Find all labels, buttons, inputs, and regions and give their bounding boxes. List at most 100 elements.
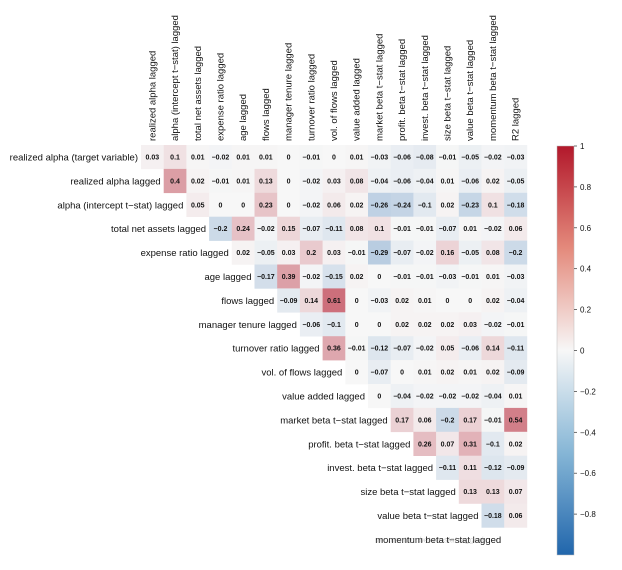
cell-value-label: 0 — [400, 370, 404, 377]
heatmap-cell — [481, 479, 505, 504]
heatmap-cell — [458, 336, 482, 361]
cell-value-label: −0.04 — [393, 393, 411, 400]
cell-value-label: 0.1 — [170, 154, 180, 161]
heatmap-cell — [504, 336, 528, 361]
heatmap-cell — [413, 240, 437, 265]
cell-value-label: 0.03 — [327, 250, 341, 257]
cell-value-label: −0.06 — [461, 178, 479, 185]
cell-value-label: −0.06 — [393, 154, 411, 161]
heatmap-cell — [345, 336, 369, 361]
heatmap-cell — [413, 384, 437, 409]
heatmap-cell — [299, 216, 323, 241]
heatmap-cell — [390, 384, 414, 409]
cell-value-label: 0 — [377, 322, 381, 329]
heatmap-cell — [458, 384, 482, 409]
cell-value-label: 0.06 — [327, 202, 341, 209]
heatmap-cell — [504, 455, 528, 480]
heatmap-cell — [390, 312, 414, 337]
colorbar-tick-label: 0.2 — [580, 306, 592, 315]
cell-value-label: −0.03 — [370, 154, 388, 161]
cell-value-label: −0.04 — [416, 178, 434, 185]
heatmap-cell — [322, 145, 346, 170]
heatmap-cell — [481, 455, 505, 480]
cell-value-label: −0.23 — [461, 202, 479, 209]
cell-value-label: −0.07 — [302, 226, 320, 233]
cell-value-label: −0.01 — [393, 226, 411, 233]
row-label: flows lagged — [221, 296, 274, 307]
cell-value-label: −0.07 — [393, 250, 411, 257]
cell-value-label: −0.02 — [416, 346, 434, 353]
heatmap-cell — [413, 288, 437, 313]
cell-value-label: 0.02 — [441, 322, 455, 329]
cell-value-label: −0.01 — [348, 346, 366, 353]
heatmap-cell — [322, 240, 346, 265]
cell-value-label: 0.07 — [441, 441, 455, 448]
heatmap-cell — [322, 264, 346, 289]
heatmap-cell — [277, 288, 301, 313]
cell-value-label: 0.4 — [170, 178, 180, 185]
colorbar-tick-label: 0.4 — [580, 265, 592, 274]
cell-value-label: 0 — [332, 154, 336, 161]
cell-value-label: 0 — [445, 298, 449, 305]
column-label: vol. of flows lagged — [329, 60, 340, 141]
heatmap-cell — [322, 216, 346, 241]
cell-value-label: 0.08 — [486, 250, 500, 257]
cell-value-label: −0.05 — [507, 178, 525, 185]
cell-value-label: 0.05 — [441, 346, 455, 353]
cell-value-label: 0.2 — [306, 250, 316, 257]
heatmap-cell — [458, 168, 482, 194]
heatmap-cell — [436, 216, 460, 241]
heatmap-cell — [186, 145, 210, 170]
cell-value-label: −0.06 — [302, 322, 320, 329]
heatmap-cell — [436, 336, 460, 361]
cell-value-label: −0.11 — [507, 346, 524, 353]
heatmap-cell — [413, 312, 437, 337]
cell-value-label: 0 — [287, 178, 291, 185]
heatmap-cell — [345, 192, 369, 217]
cell-value-label: −0.03 — [507, 274, 525, 281]
heatmap-cell — [277, 145, 301, 170]
heatmap-cell — [254, 168, 278, 194]
cell-value-label: 0.17 — [395, 417, 409, 424]
colorbar-tick-label: −0.6 — [580, 469, 596, 478]
heatmap-cell — [413, 216, 437, 241]
heatmap-cell — [231, 145, 255, 170]
heatmap-cell — [504, 479, 528, 504]
heatmap-cell — [322, 192, 346, 217]
cell-value-label: −0.05 — [257, 250, 275, 257]
heatmap-cell — [481, 360, 505, 385]
heatmap-cell — [436, 145, 460, 170]
column-label: invest. beta t−stat lagged — [420, 35, 431, 141]
cell-value-label: −0.01 — [507, 322, 525, 329]
heatmap-cell — [163, 145, 187, 170]
heatmap-cell — [299, 264, 323, 289]
heatmap-cell — [504, 384, 528, 409]
heatmap-cell — [209, 192, 233, 217]
heatmap-cell — [231, 168, 255, 194]
heatmap-cell — [277, 192, 301, 217]
cell-value-label: −0.03 — [370, 298, 388, 305]
heatmap-cell — [368, 336, 391, 361]
colorbar-ticks: 1 0.8 0.6 0.4 0.2 0 −0.2 −0.4 −0.6 −0.8 — [574, 142, 596, 519]
heatmap-cell — [458, 407, 482, 433]
heatmap-cell — [458, 145, 482, 170]
cell-value-label: −0.07 — [370, 370, 388, 377]
heatmap-cell — [368, 384, 391, 409]
cell-value-label: −0.24 — [393, 202, 411, 209]
colorbar: 1 0.8 0.6 0.4 0.2 0 −0.2 −0.4 −0.6 −0.8 — [556, 142, 596, 556]
cell-value-label: −0.05 — [461, 154, 479, 161]
row-labels: realized alpha (target variable) realized… — [10, 152, 502, 545]
cell-value-label: −0.09 — [507, 370, 525, 377]
cell-value-label: 0.16 — [441, 250, 455, 257]
heatmap-cell — [277, 168, 301, 194]
cell-value-label: −0.08 — [416, 154, 434, 161]
heatmap-cell — [458, 360, 482, 385]
cell-value-label: 0.03 — [282, 250, 296, 257]
cell-value-label: 0.11 — [464, 465, 477, 472]
heatmap-cell — [368, 360, 391, 385]
cell-value-label: 0.02 — [486, 178, 500, 185]
cell-value-label: −0.02 — [302, 202, 320, 209]
cell-value-label: −0.2 — [441, 417, 455, 424]
cell-value-label: 0.02 — [441, 202, 455, 209]
cell-value-label: 0.01 — [486, 274, 500, 281]
